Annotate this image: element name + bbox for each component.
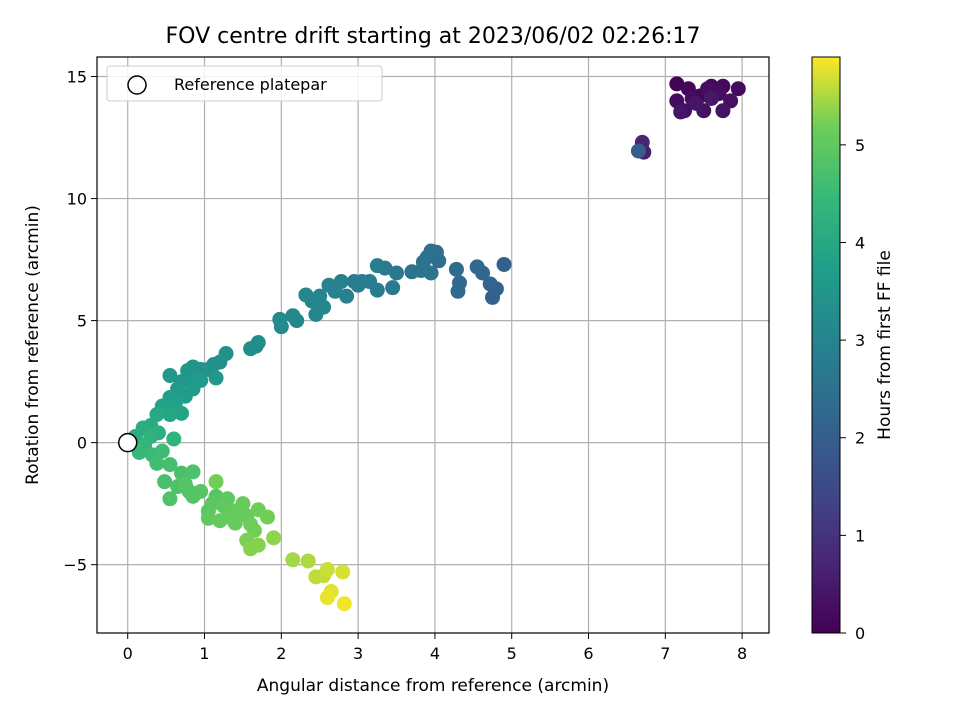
data-point: [730, 81, 746, 97]
data-point: [448, 261, 464, 277]
data-point: [346, 274, 362, 290]
data-point: [157, 474, 173, 490]
x-tick-label: 1: [199, 644, 209, 663]
data-point: [243, 341, 259, 357]
y-tick-label: −5: [63, 556, 87, 575]
x-axis-label: Angular distance from reference (arcmin): [257, 676, 609, 696]
data-point: [389, 265, 405, 281]
data-point: [482, 276, 498, 292]
data-point: [177, 476, 193, 492]
data-point: [227, 515, 243, 531]
data-point: [193, 483, 209, 499]
colorbar-label: Hours from first FF file: [875, 250, 895, 440]
data-point: [298, 287, 314, 303]
data-point: [162, 491, 178, 507]
data-point: [451, 275, 467, 291]
x-tick-label: 6: [583, 644, 593, 663]
x-tick-label: 3: [353, 644, 363, 663]
data-point: [166, 431, 182, 447]
legend-entry-reference: Reference platepar: [174, 75, 327, 94]
data-point: [369, 258, 385, 274]
data-point: [131, 444, 147, 460]
data-point: [235, 496, 251, 512]
colorbar-tick-label: 3: [855, 331, 865, 350]
data-point: [319, 590, 335, 606]
data-point: [339, 288, 355, 304]
colorbar-ticks: 0 1 2 3 4 5: [840, 136, 865, 643]
data-point: [669, 76, 685, 92]
data-point: [220, 491, 236, 507]
colorbar-frame: [811, 56, 841, 634]
axis-ticks: 0 1 2 3 4 5 6 7 8 −5 0 5 10 15: [63, 68, 747, 663]
plot-frame: [96, 56, 770, 634]
data-point: [272, 311, 288, 327]
data-point: [200, 510, 216, 526]
colorbar: 0 1 2 3 4 5 Hours from first FF file: [811, 56, 895, 643]
data-point: [385, 280, 401, 296]
y-tick-label: 10: [67, 190, 87, 209]
data-point: [308, 306, 324, 322]
legend-marker-icon: [127, 75, 147, 95]
data-points: [117, 76, 746, 612]
data-point: [485, 289, 501, 305]
x-tick-label: 2: [276, 644, 286, 663]
x-tick-label: 7: [660, 644, 670, 663]
x-tick-label: 4: [430, 644, 440, 663]
data-point: [300, 553, 316, 569]
data-point: [149, 407, 165, 423]
data-point: [319, 562, 335, 578]
colorbar-tick-label: 2: [855, 429, 865, 448]
y-tick-label: 15: [67, 68, 87, 87]
y-tick-label: 5: [77, 312, 87, 331]
data-point: [208, 370, 224, 386]
colorbar-gradient: [812, 57, 840, 633]
data-point: [173, 405, 189, 421]
colorbar-tick-label: 5: [855, 136, 865, 155]
legend: Reference platepar: [106, 65, 383, 102]
data-point: [185, 464, 201, 480]
colorbar-tick-label: 4: [855, 233, 865, 252]
reference-platepar-marker: [117, 432, 138, 453]
data-point: [285, 552, 301, 568]
data-point: [162, 368, 178, 384]
data-point: [688, 95, 704, 111]
data-point: [715, 103, 731, 119]
x-tick-label: 5: [507, 644, 517, 663]
y-axis-label: Rotation from reference (arcmin): [23, 205, 43, 485]
data-point: [149, 455, 165, 471]
data-point: [703, 90, 719, 106]
y-tick-label: 0: [77, 434, 87, 453]
data-point: [162, 407, 178, 423]
data-point: [469, 259, 485, 275]
data-point: [259, 509, 275, 525]
data-point: [285, 308, 301, 324]
chart-title: FOV centre drift starting at 2023/06/02 …: [166, 24, 701, 49]
data-point: [673, 104, 689, 120]
data-point: [335, 564, 351, 580]
data-point: [321, 277, 337, 293]
data-point: [243, 541, 259, 557]
data-point: [162, 457, 178, 473]
data-point: [404, 264, 420, 280]
x-tick-label: 8: [737, 644, 747, 663]
legend-box: [106, 65, 383, 102]
data-point: [154, 443, 170, 459]
data-point: [496, 256, 512, 272]
colorbar-tick-label: 1: [855, 526, 865, 545]
data-point: [266, 530, 282, 546]
grid-lines: [97, 57, 769, 633]
colorbar-tick-label: 0: [855, 624, 865, 643]
data-point: [630, 143, 646, 159]
data-point: [336, 596, 352, 612]
x-tick-label: 0: [123, 644, 133, 663]
data-point: [208, 474, 224, 490]
